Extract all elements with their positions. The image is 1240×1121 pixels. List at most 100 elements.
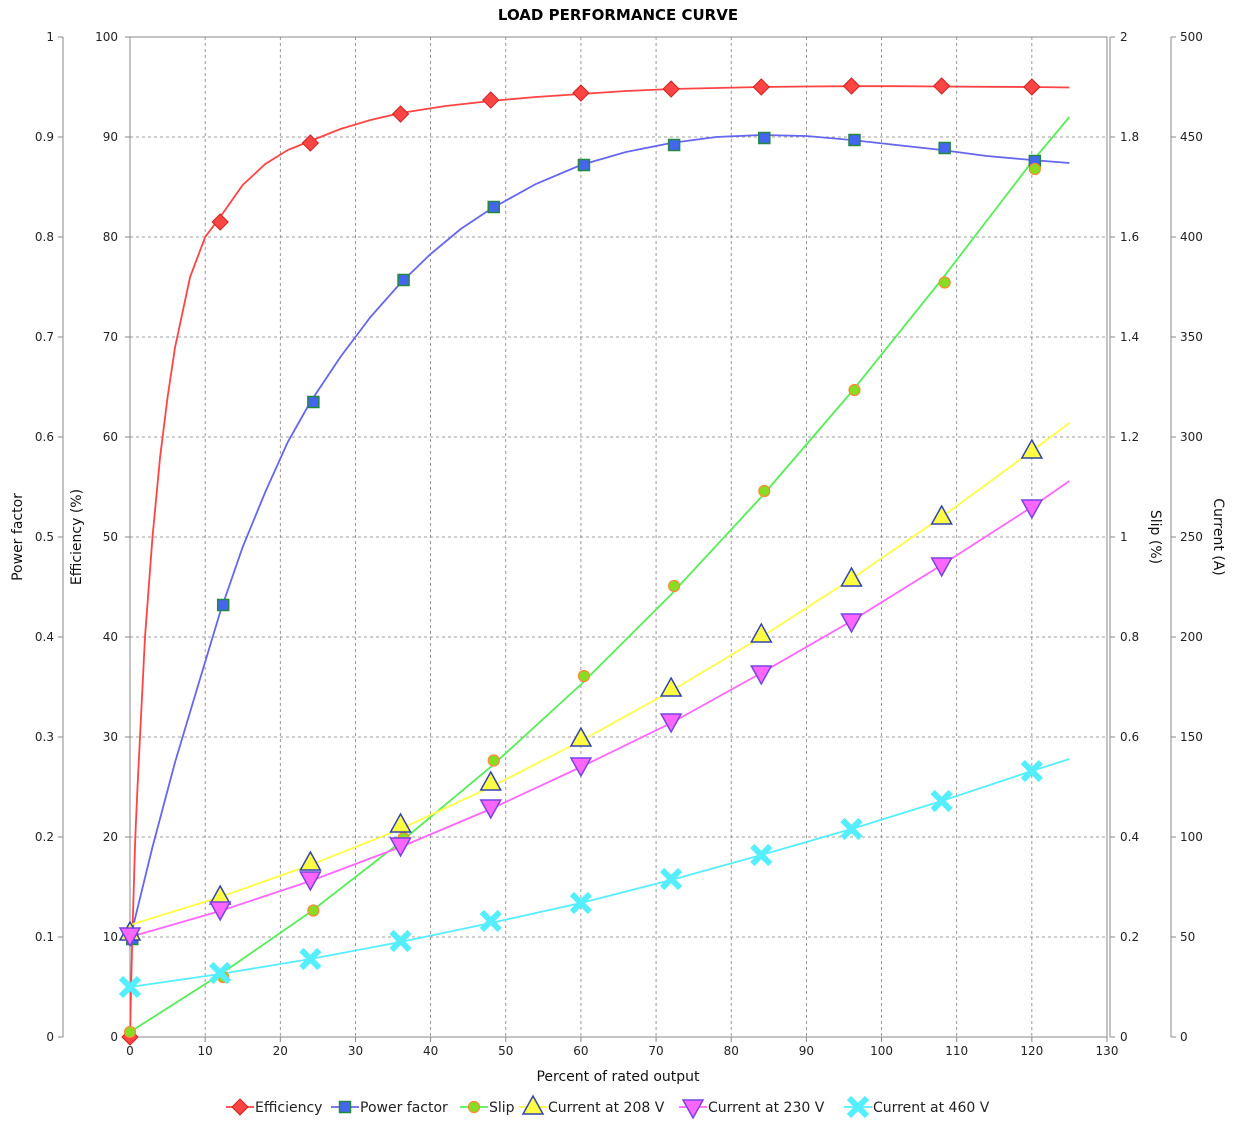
slip-tick-label: 0 <box>1120 1030 1128 1044</box>
efficiency-line <box>129 85 1070 1038</box>
current-at-208-v-point <box>840 566 863 587</box>
legend-item-efficiency: Efficiency <box>226 1098 322 1116</box>
efficiency-tick-label: 60 <box>103 430 118 444</box>
current-at-460-v-point <box>209 961 232 985</box>
current-at-460-v-point <box>1020 759 1043 783</box>
slip-point <box>1028 162 1041 176</box>
current-at-208-v-line <box>129 422 1070 926</box>
slip-point <box>307 904 320 917</box>
current-tick-label: 0 <box>1180 1030 1188 1044</box>
power-factor-point <box>216 598 230 612</box>
current-at-208-v-point <box>659 676 683 697</box>
legend-marker <box>846 1095 870 1119</box>
current-tick-label: 350 <box>1180 330 1203 344</box>
current-at-460-v-point <box>659 867 683 891</box>
x-tick-label: 60 <box>573 1044 588 1058</box>
current-tick-label: 300 <box>1180 430 1203 444</box>
slip-tick-label: 0.2 <box>1120 930 1139 944</box>
power-factor-point <box>938 141 951 155</box>
x-tick-label: 40 <box>423 1044 438 1058</box>
x-tick-label: 90 <box>799 1044 814 1058</box>
efficiency-point <box>482 91 500 109</box>
current-at-208-v-point <box>389 812 412 833</box>
slip-point <box>758 484 771 498</box>
current-at-230-v-point <box>479 799 503 820</box>
power-factor-tick-label: 0.3 <box>35 730 54 744</box>
efficiency-point <box>842 77 861 95</box>
current-at-230-v-point <box>750 665 773 686</box>
power-factor-point <box>758 131 771 145</box>
legend-marker <box>338 1100 352 1114</box>
current-tick-label: 450 <box>1180 130 1203 144</box>
power-factor-tick-label: 0.1 <box>35 930 54 944</box>
legend-item-current-at-208-v: Current at 208 V <box>519 1094 665 1116</box>
legend-marker <box>681 1099 705 1120</box>
x-tick-label: 80 <box>724 1044 739 1058</box>
x-tick-label: 10 <box>198 1044 213 1058</box>
power-factor-tick-label: 0.8 <box>35 230 54 244</box>
efficiency-tick-label: 0 <box>110 1030 118 1044</box>
legend-item-slip: Slip <box>460 1100 515 1116</box>
efficiency-tick-label: 50 <box>103 530 118 544</box>
legend-item-current-at-460-v: Current at 460 V <box>844 1095 990 1119</box>
efficiency-tick-label: 10 <box>103 930 118 944</box>
data-points <box>118 77 1044 1046</box>
efficiency-point <box>391 105 410 123</box>
slip-point <box>487 754 500 767</box>
grid <box>130 37 1107 1037</box>
current-at-460-v-point <box>299 947 322 971</box>
current-at-460-v-point <box>840 817 863 841</box>
efficiency-point <box>1023 78 1041 96</box>
slip-tick-label: 0.4 <box>1120 830 1139 844</box>
x-tick-label: 20 <box>273 1044 288 1058</box>
legend-marker <box>467 1100 481 1114</box>
legend-label: Current at 460 V <box>873 1100 990 1116</box>
current-at-460-v-point <box>479 909 502 933</box>
current-at-230-v-point <box>299 871 322 892</box>
slip-tick-label: 2 <box>1120 30 1128 44</box>
series <box>129 85 1071 1038</box>
power-factor-tick-label: 0.9 <box>35 130 54 144</box>
slip-tick-label: 1.4 <box>1120 330 1139 344</box>
x-tick-label: 100 <box>870 1044 893 1058</box>
slip-tick-label: 0.6 <box>1120 730 1139 744</box>
slip-point <box>577 669 591 683</box>
current-at-460-v-point <box>569 891 593 915</box>
current-at-460-v-line <box>129 758 1070 988</box>
chart-title: LOAD PERFORMANCE CURVE <box>498 6 738 24</box>
efficiency-tick-label: 90 <box>103 130 118 144</box>
current-at-230-v-point <box>659 713 683 734</box>
legend-marker <box>521 1094 545 1115</box>
current-axis-title: Current (A) <box>1210 498 1226 576</box>
legend-item-power-factor: Power factor <box>331 1100 448 1116</box>
slip-axis-title: Slip (%) <box>1147 510 1163 564</box>
power-factor-point <box>667 138 681 152</box>
slip-tick-label: 1.6 <box>1120 230 1139 244</box>
slip-point <box>668 579 681 593</box>
current-tick-label: 150 <box>1180 730 1203 744</box>
current-tick-label: 250 <box>1180 530 1203 544</box>
slip-tick-label: 0.8 <box>1120 630 1139 644</box>
power-factor-axis-title: Power factor <box>10 493 26 581</box>
legend: Efficiency Power factor Slip Current at 208… <box>226 1094 990 1120</box>
x-tick-label: 110 <box>945 1044 968 1058</box>
legend-label: Current at 208 V <box>548 1100 665 1116</box>
slip-line <box>129 116 1071 1033</box>
efficiency-point <box>752 78 770 96</box>
x-axis-title: Percent of rated output <box>536 1069 700 1085</box>
slip-tick-label: 1.8 <box>1120 130 1139 144</box>
current-at-460-v-point <box>118 975 142 999</box>
current-at-208-v-point <box>299 850 322 871</box>
slip-point <box>848 383 861 397</box>
efficiency-tick-label: 20 <box>103 830 118 844</box>
current-at-230-v-point <box>930 557 953 578</box>
efficiency-tick-label: 100 <box>95 30 118 44</box>
slip-tick-label: 1 <box>1120 530 1128 544</box>
current-at-208-v-point <box>1020 438 1044 459</box>
slip-tick-label: 1.2 <box>1120 430 1139 444</box>
power-factor-tick-label: 0 <box>46 1030 54 1044</box>
efficiency-tick-label: 80 <box>103 230 118 244</box>
current-at-230-v-point <box>569 757 593 778</box>
power-factor-tick-label: 0.4 <box>35 630 54 644</box>
power-factor-point <box>487 200 500 214</box>
